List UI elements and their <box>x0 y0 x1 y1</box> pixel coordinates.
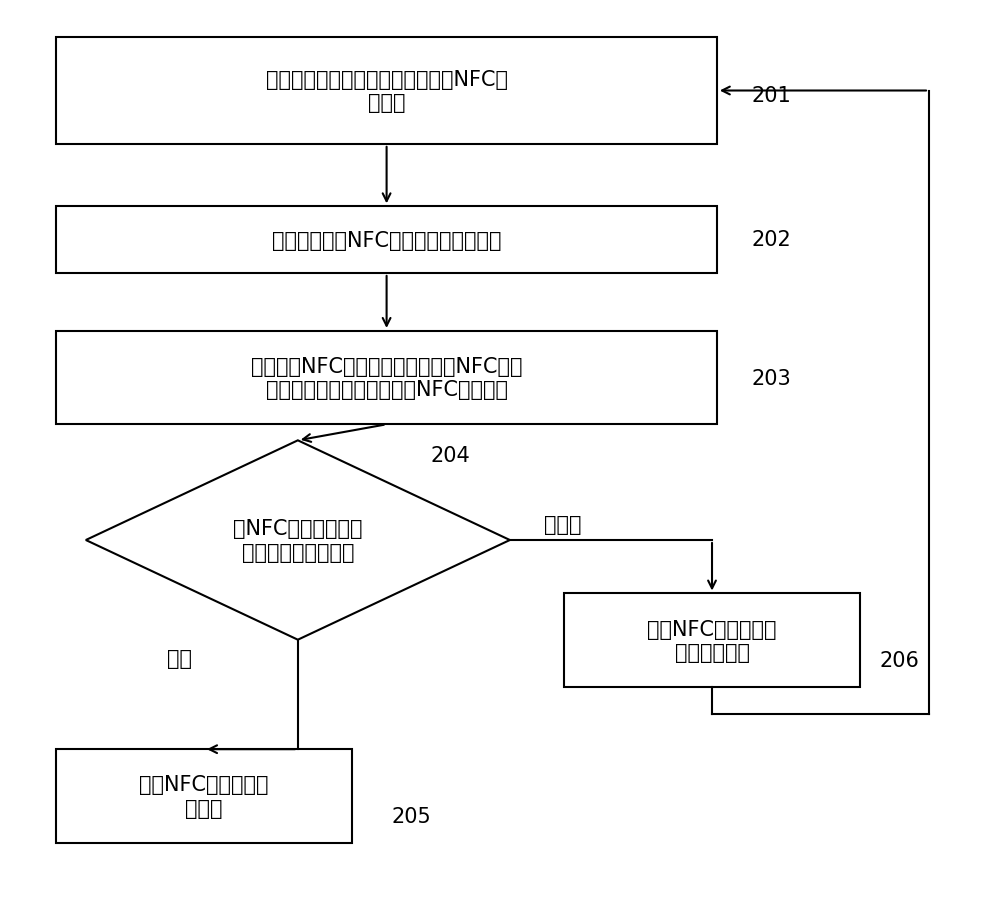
FancyBboxPatch shape <box>56 207 717 274</box>
FancyBboxPatch shape <box>56 331 717 424</box>
Text: 不一致: 不一致 <box>544 515 582 535</box>
Text: 获取读取多个NFC标签信息的读取顺序: 获取读取多个NFC标签信息的读取顺序 <box>272 230 501 250</box>
FancyBboxPatch shape <box>56 749 352 842</box>
Text: 206: 206 <box>880 650 920 670</box>
Text: 根据多个NFC标签信息，以及多个NFC标签
信息的读取顺序，确定所述NFC验证信息: 根据多个NFC标签信息，以及多个NFC标签 信息的读取顺序，确定所述NFC验证信… <box>251 357 522 400</box>
Text: 203: 203 <box>751 368 791 388</box>
Text: 205: 205 <box>392 806 431 826</box>
Polygon shape <box>86 441 510 640</box>
Text: 确定NFC验证装置验
证通过未通过: 确定NFC验证装置验 证通过未通过 <box>647 619 777 662</box>
FancyBboxPatch shape <box>564 594 860 687</box>
Text: 202: 202 <box>751 230 791 250</box>
Text: 在预设时长内从终端设备获取多个NFC标
签信息: 在预设时长内从终端设备获取多个NFC标 签信息 <box>266 70 508 113</box>
Text: 201: 201 <box>751 86 791 106</box>
Text: 确定NFC验证装置验
证通过: 确定NFC验证装置验 证通过 <box>139 775 269 817</box>
Text: 一致: 一致 <box>167 647 192 667</box>
Text: 将NFC验证信息与预
设验证信息进行对比: 将NFC验证信息与预 设验证信息进行对比 <box>233 519 363 562</box>
Text: 204: 204 <box>431 445 471 465</box>
FancyBboxPatch shape <box>56 38 717 144</box>
